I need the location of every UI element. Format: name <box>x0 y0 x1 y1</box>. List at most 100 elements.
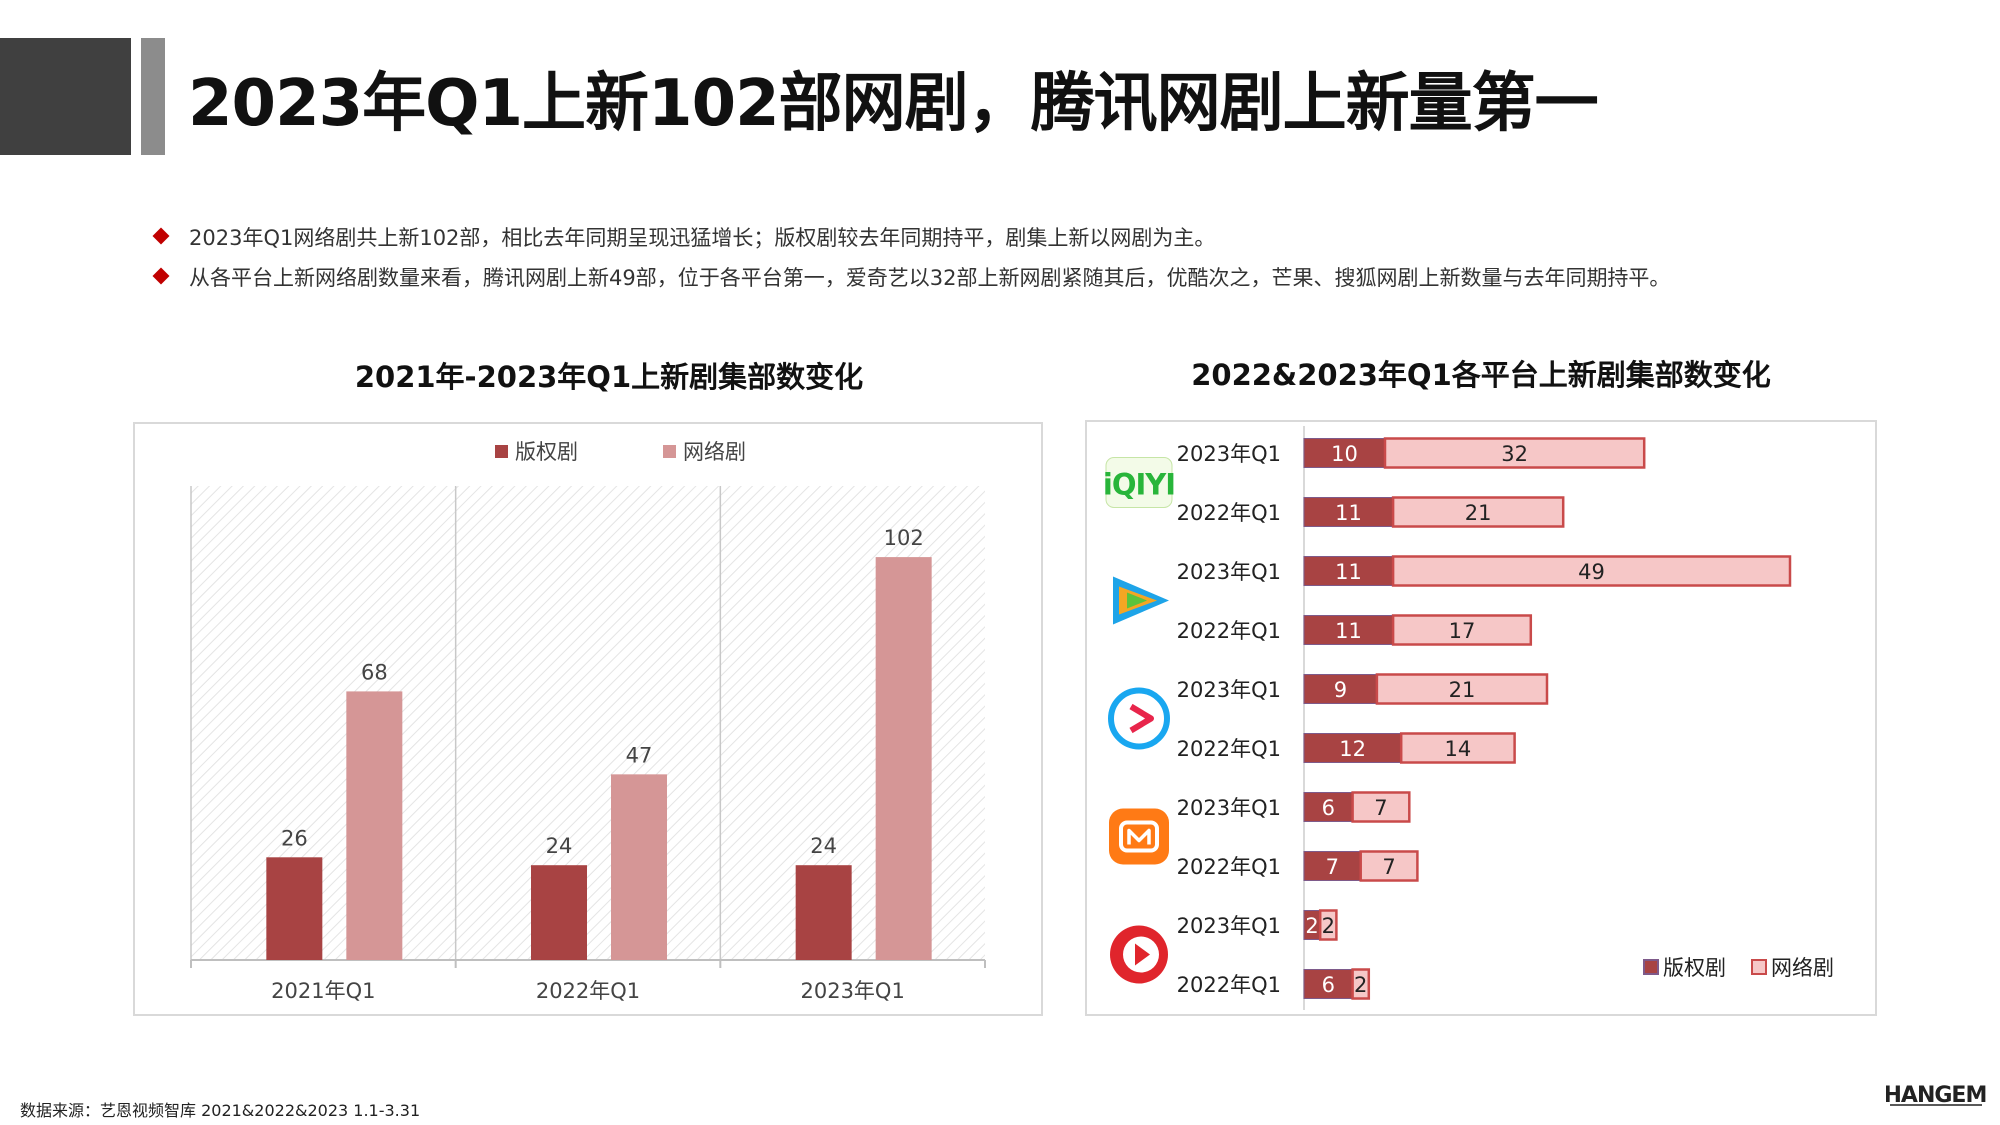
y-tick-label: 2023年Q1 <box>1177 678 1281 702</box>
bar-copyright <box>266 857 323 960</box>
y-tick-label: 2023年Q1 <box>1177 560 1281 584</box>
bar-network <box>1391 614 1533 646</box>
page-title: 2023年Q1上新102部网剧，腾讯网剧上新量第一 <box>188 67 1599 141</box>
legend-label: 网络剧 <box>683 440 746 464</box>
data-label: 26 <box>281 826 308 850</box>
left-chart-title: 2021年-2023年Q1上新剧集部数变化 <box>354 360 864 394</box>
mango-tv-logo-icon <box>1109 808 1169 865</box>
x-tick-label: 2022年Q1 <box>536 979 640 1003</box>
bar-network <box>1391 496 1565 528</box>
mango-logo-m <box>1127 828 1151 845</box>
bullet-text: 从各平台上新网络剧数量来看，腾讯网剧上新49部，位于各平台第一，爱奇艺以32部上… <box>189 266 1671 290</box>
right-chart-panel: 2023年Q1 10 32 2022年Q1 11 21 2023年Q1 11 49 2022年Q1… <box>1085 420 1877 1016</box>
bar-copyright <box>1303 497 1394 527</box>
bar-copyright <box>1303 969 1354 999</box>
data-label-network: 21 <box>1449 678 1476 702</box>
data-label-network: 2 <box>1354 973 1367 997</box>
legend-swatch <box>663 445 676 458</box>
data-label-copyright: 9 <box>1334 678 1347 702</box>
data-label-copyright: 10 <box>1331 442 1358 466</box>
bar-network <box>875 557 932 960</box>
bar-copyright <box>1303 438 1386 468</box>
bar-network <box>1383 437 1646 469</box>
data-label-network: 17 <box>1449 619 1476 643</box>
bar-network <box>346 691 403 960</box>
youku-logo-ring <box>1108 687 1170 750</box>
bar-network <box>1391 555 1792 587</box>
bullet-item: 2023年Q1网络剧共上新102部，相比去年同期呈现迅猛增长；版权剧较去年同期持… <box>152 222 1216 252</box>
data-label-network: 32 <box>1501 442 1528 466</box>
data-label-copyright: 2 <box>1305 914 1318 938</box>
iqiyi-logo-text: iQIYI <box>1103 468 1175 502</box>
plot-area-background <box>191 486 985 960</box>
tencent-logo-green <box>1127 592 1147 609</box>
legend-swatch <box>1643 959 1659 975</box>
bar-copyright <box>531 865 587 960</box>
bar-network <box>1359 850 1419 882</box>
data-label: 102 <box>884 526 924 550</box>
sohu-video-logo-icon <box>1110 925 1168 984</box>
diamond-bullet-icon <box>152 267 170 285</box>
data-label: 24 <box>810 834 837 858</box>
y-tick-label: 2022年Q1 <box>1177 737 1281 761</box>
bullet-text: 2023年Q1网络剧共上新102部，相比去年同期呈现迅猛增长；版权剧较去年同期持… <box>189 226 1216 250</box>
data-label-network: 14 <box>1445 737 1472 761</box>
bar-network <box>1351 791 1411 823</box>
header-grey-bar <box>141 38 165 155</box>
brand-logo-text: CHANGEMD <box>1886 1083 1986 1108</box>
iqiyi-logo-bg <box>1105 457 1173 508</box>
data-label-copyright: 11 <box>1335 501 1362 525</box>
bar-network <box>1399 732 1516 764</box>
data-label-network: 7 <box>1382 855 1395 879</box>
right-chart-title: 2022&2023年Q1各平台上新剧集部数变化 <box>1191 358 1771 392</box>
youku-logo-chevron <box>1129 703 1154 734</box>
bar-copyright <box>1303 851 1362 881</box>
y-tick-label: 2022年Q1 <box>1177 973 1281 997</box>
y-tick-label: 2023年Q1 <box>1177 796 1281 820</box>
data-label-network: 2 <box>1322 914 1335 938</box>
left-chart-panel: 26 68 2021年Q1 24 47 2022年Q1 24 102 2023年Q1 版权剧 网络剧 <box>133 422 1043 1016</box>
data-label-copyright: 6 <box>1322 973 1335 997</box>
y-tick-label: 2023年Q1 <box>1177 914 1281 938</box>
header-dark-block <box>0 38 131 155</box>
data-label-network: 49 <box>1578 560 1605 584</box>
mango-logo-tv <box>1119 820 1159 853</box>
data-label-network: 21 <box>1465 501 1492 525</box>
bar-network <box>1318 909 1338 941</box>
bar-copyright <box>1303 615 1394 645</box>
legend-swatch <box>1751 959 1767 975</box>
data-label: 68 <box>361 660 388 684</box>
brand-logo: CHANGEMD <box>1886 1083 1986 1108</box>
diamond-bullet-icon <box>152 227 170 245</box>
bar-network <box>1351 968 1371 1000</box>
youku-logo-inner <box>1121 700 1157 737</box>
y-tick-label: 2022年Q1 <box>1177 619 1281 643</box>
legend-label: 版权剧 <box>515 440 578 464</box>
tencent-video-logo-icon <box>1113 576 1169 625</box>
y-tick-label: 2022年Q1 <box>1177 855 1281 879</box>
footer-source: 数据来源：艺恩视频智库 2021&2022&2023 1.1-3.31 <box>20 1101 421 1120</box>
data-label-copyright: 7 <box>1326 855 1339 879</box>
iqiyi-logo-icon: iQIYI <box>1103 457 1176 508</box>
y-tick-label: 2023年Q1 <box>1177 442 1281 466</box>
bar-copyright <box>1303 792 1354 822</box>
bar-copyright <box>1303 556 1394 586</box>
data-label-copyright: 6 <box>1322 796 1335 820</box>
data-label-copyright: 12 <box>1339 737 1366 761</box>
sohu-logo-play <box>1135 943 1150 966</box>
data-label-copyright: 11 <box>1335 560 1362 584</box>
data-label: 24 <box>546 834 573 858</box>
left-bar-chart: 26 68 2021年Q1 24 47 2022年Q1 24 102 2023年Q1 版权剧 网络剧 <box>190 440 986 1003</box>
bar-copyright <box>1303 733 1402 763</box>
right-bar-chart: 2023年Q1 10 32 2022年Q1 11 21 2023年Q1 11 49 2022年Q1… <box>1103 426 1834 1010</box>
bar-network <box>1375 673 1549 705</box>
x-tick-label: 2021年Q1 <box>271 979 375 1003</box>
x-tick-label: 2023年Q1 <box>800 979 904 1003</box>
data-label-copyright: 11 <box>1335 619 1362 643</box>
y-tick-label: 2022年Q1 <box>1177 501 1281 525</box>
bar-network <box>611 774 667 960</box>
bullet-item: 从各平台上新网络剧数量来看，腾讯网剧上新49部，位于各平台第一，爱奇艺以32部上… <box>152 262 1671 292</box>
bar-copyright <box>1303 674 1378 704</box>
legend-swatch <box>495 445 508 458</box>
youku-logo-icon <box>1108 687 1170 750</box>
